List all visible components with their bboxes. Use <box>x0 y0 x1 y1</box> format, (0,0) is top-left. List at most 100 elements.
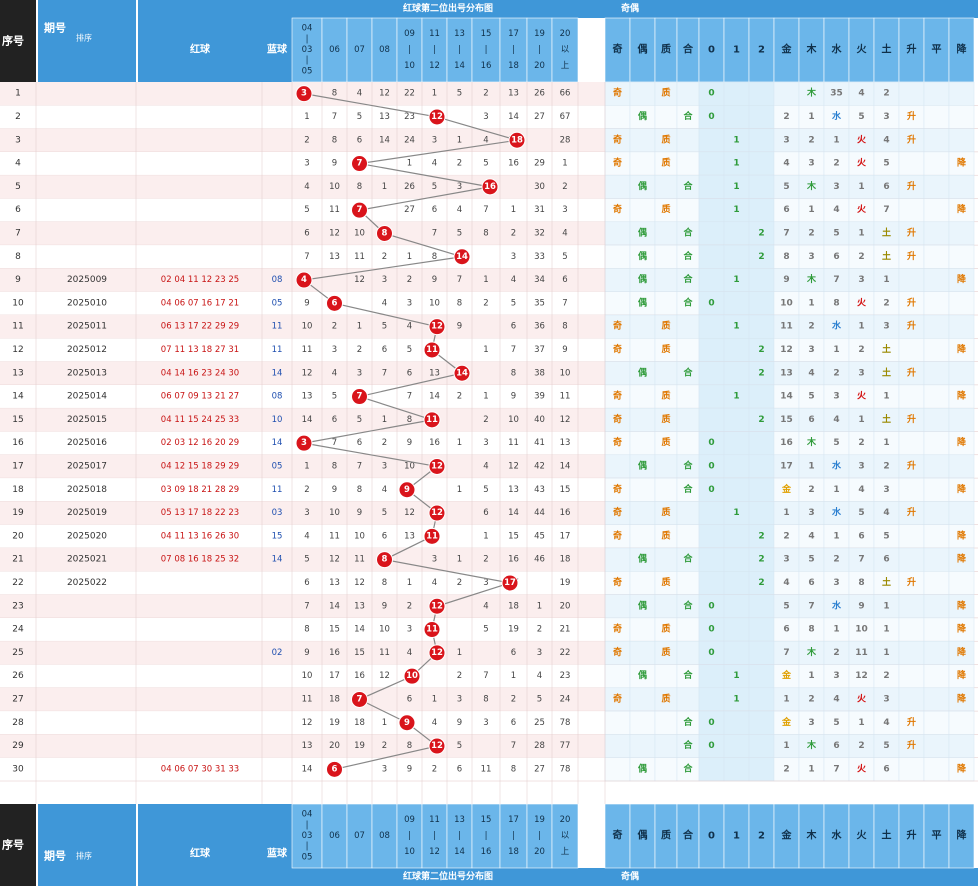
bottom-header-bin-label: | <box>306 842 309 852</box>
attr-value: 合 <box>683 226 693 238</box>
blue-number-cell: 15 <box>272 531 283 541</box>
miss-cell: 13 <box>329 252 340 262</box>
top-header-attr-header <box>798 17 825 83</box>
attr-cell <box>898 198 925 223</box>
attr-cell <box>698 664 725 689</box>
miss-cell: 3 <box>304 508 309 518</box>
top-header-bin-label: | <box>485 45 488 55</box>
attr-cell <box>748 384 775 409</box>
attr-cell <box>923 198 950 223</box>
table-row <box>0 734 605 758</box>
miss-cell: 22 <box>404 89 415 99</box>
blue-number-cell: 02 <box>272 648 283 658</box>
miss-cell: 11 <box>560 392 571 402</box>
red-numbers-cell: 02 04 11 12 23 25 <box>161 275 239 285</box>
seq-cell: 12 <box>12 345 23 355</box>
attr-value: 合 <box>683 459 693 471</box>
red-numbers-cell: 07 08 16 18 25 32 <box>161 555 239 565</box>
attr-cell <box>604 664 631 689</box>
miss-cell: 8 <box>304 625 309 635</box>
miss-cell: 1 <box>483 531 488 541</box>
miss-cell: 5 <box>511 298 516 308</box>
ball-label: 3 <box>301 438 307 448</box>
miss-cell: 12 <box>560 415 571 425</box>
attr-value: 6 <box>883 555 889 565</box>
attr-cell <box>748 454 775 479</box>
miss-cell: 2 <box>483 89 488 99</box>
miss-cell: 12 <box>329 555 340 565</box>
miss-cell: 3 <box>457 694 462 704</box>
miss-cell: 3 <box>332 345 337 355</box>
top-header-attr-header <box>823 17 850 83</box>
top-header-bin-header <box>551 17 579 83</box>
attr-cell <box>654 268 678 292</box>
attr-value: 7 <box>783 648 789 658</box>
ball-marker <box>428 504 446 522</box>
ball-label: 8 <box>382 228 388 238</box>
attr-value: 火 <box>857 297 867 308</box>
miss-cell: 7 <box>357 461 362 471</box>
seq-cell: 8 <box>15 252 21 262</box>
red-numbers-cell: 04 11 13 16 26 30 <box>161 531 239 541</box>
attr-value: 火 <box>857 158 867 169</box>
attr-value: 5 <box>833 718 839 728</box>
top-header-bin-label: | <box>306 34 309 44</box>
miss-cell: 8 <box>483 694 488 704</box>
miss-cell: 66 <box>560 89 571 99</box>
miss-cell: 6 <box>457 764 462 774</box>
miss-cell: 8 <box>407 741 412 751</box>
attr-cell <box>698 407 725 432</box>
attr-cell <box>898 477 925 502</box>
miss-cell: 16 <box>560 508 571 518</box>
attr-value: 3 <box>833 392 839 402</box>
miss-cell: 7 <box>432 228 437 238</box>
miss-cell: 1 <box>483 275 488 285</box>
miss-cell: 41 <box>534 438 545 448</box>
attr-cell <box>898 268 925 292</box>
bottom-header-attr-label: 2 <box>758 831 765 842</box>
miss-cell: 2 <box>457 578 462 588</box>
attr-value: 0 <box>708 298 714 308</box>
attr-value: 偶 <box>638 273 647 285</box>
miss-cell: 14 <box>354 625 365 635</box>
attr-cell <box>948 407 975 432</box>
miss-cell: 5 <box>483 485 488 495</box>
ball-marker <box>376 551 393 569</box>
attr-value: 1 <box>858 415 864 425</box>
miss-cell: 13 <box>379 112 390 122</box>
attr-cell <box>748 174 775 199</box>
miss-cell: 1 <box>382 718 387 728</box>
ball-marker <box>481 178 499 196</box>
attr-value: 11 <box>855 648 868 658</box>
top-header-attr-label: 合 <box>682 43 694 56</box>
attr-value: 合 <box>683 739 693 751</box>
attr-value: 1 <box>733 671 739 681</box>
seq-cell: 13 <box>12 368 23 378</box>
attr-cell <box>923 640 950 665</box>
attr-value: 1 <box>858 718 864 728</box>
top-header-attr-header <box>898 17 925 83</box>
attr-cell <box>923 687 950 712</box>
blue-number-cell: 14 <box>272 368 283 378</box>
attr-value: 8 <box>783 252 789 262</box>
attr-cell <box>698 384 725 409</box>
attr-value: 偶 <box>638 762 647 774</box>
ball-label: 14 <box>456 368 468 378</box>
miss-cell: 3 <box>304 159 309 169</box>
attr-cell <box>923 710 950 735</box>
bottom-header-bin-label: 17 <box>508 815 519 825</box>
attr-cell <box>676 431 700 456</box>
attr-value: 4 <box>833 694 839 704</box>
attr-value: 6 <box>858 531 864 541</box>
ball-label: 11 <box>426 531 438 541</box>
attr-cell <box>923 757 950 782</box>
bottom-header-attr-label: 金 <box>781 829 793 842</box>
attr-value: 5 <box>783 182 789 192</box>
miss-cell: 14 <box>302 415 313 425</box>
attr-value: 0 <box>708 461 714 471</box>
top-header-attr-header <box>748 17 775 83</box>
attr-value: 0 <box>708 89 714 99</box>
attr-value: 4 <box>883 135 889 145</box>
red-numbers-cell: 06 07 09 13 21 27 <box>161 392 239 402</box>
bottom-header-issue-header <box>38 804 136 886</box>
